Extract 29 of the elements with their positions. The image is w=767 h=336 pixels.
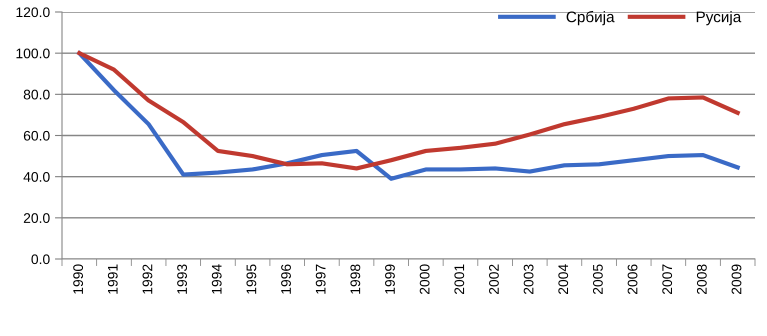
x-tick-label: 1994	[212, 264, 222, 294]
x-tick-label: 1990	[73, 264, 84, 294]
x-tick-label: 2009	[732, 264, 742, 294]
x-tick-label: 1998	[350, 264, 360, 294]
x-tick-label: 1993	[177, 264, 188, 294]
x-tick-label: 1997	[316, 264, 326, 294]
x-tick-label: 1999	[385, 264, 395, 294]
legend-label: Србија	[566, 10, 615, 26]
x-tick-label: 1995	[246, 264, 256, 294]
x-tick-label: 2005	[592, 264, 603, 294]
x-tick-label: 2003	[524, 264, 534, 294]
y-tick-label: 60.0	[24, 130, 50, 141]
x-tick-label: 2000	[420, 264, 430, 294]
x-tick-label: 1996	[281, 264, 291, 294]
x-tick-label: 2006	[628, 264, 638, 294]
x-tick-label: 2002	[489, 264, 499, 294]
y-tick-label: 120.0	[16, 7, 50, 18]
x-tick-label: 2001	[454, 264, 464, 294]
y-tick-label: 100.0	[16, 48, 50, 58]
x-tick-label: 1991	[108, 264, 118, 294]
y-tick-label: 40.0	[23, 172, 50, 182]
x-tick-label: 2007	[662, 264, 672, 294]
y-tick-label: 0.0	[31, 254, 50, 264]
x-tick-label: 2008	[696, 264, 707, 294]
y-tick-label: 20.0	[24, 213, 50, 224]
y-tick-label: 80.0	[24, 90, 50, 100]
x-tick-label: 1992	[142, 264, 152, 294]
legend-label: Русија	[696, 11, 742, 26]
x-tick-label: 2004	[558, 264, 568, 294]
